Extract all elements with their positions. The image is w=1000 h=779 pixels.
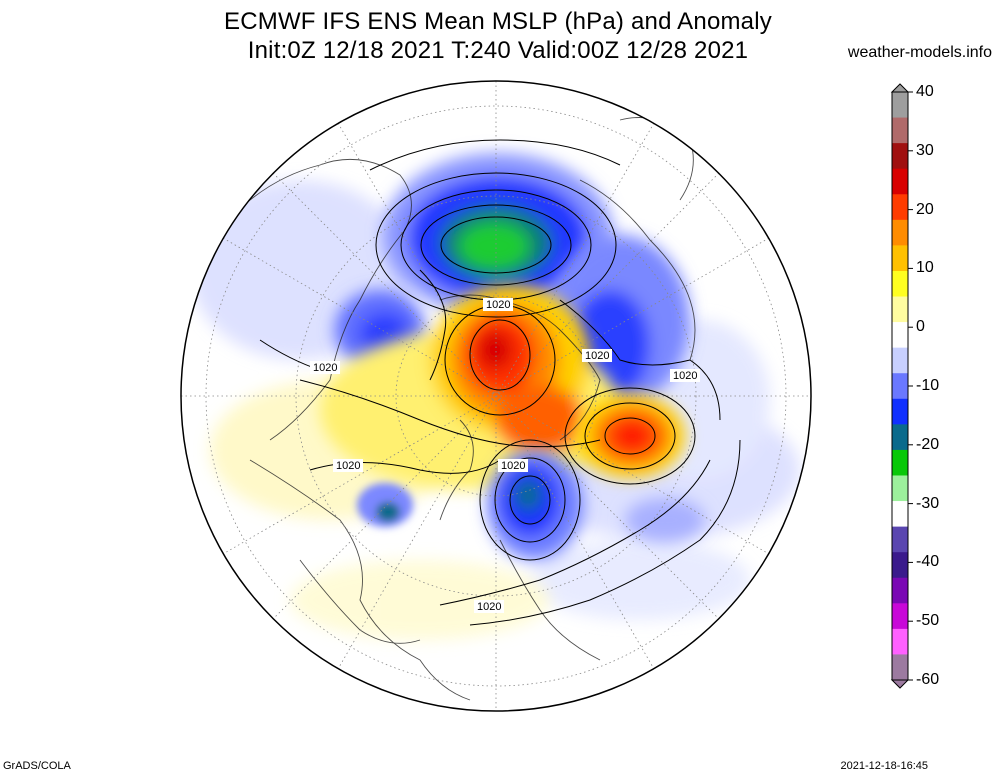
isobar-label: 1020 — [486, 299, 510, 311]
colorbar-segment — [892, 603, 908, 630]
colorbar-segment — [892, 245, 908, 272]
colorbar-segment — [892, 168, 908, 195]
negative-anomaly-arctic — [383, 153, 613, 317]
colorbar-segment — [892, 347, 908, 374]
negative-anomaly-asia — [487, 450, 583, 560]
colorbar-arrow-bottom — [890, 679, 910, 689]
colorbar-label: 0 — [916, 318, 925, 336]
colorbar-label: -30 — [916, 494, 940, 512]
colorbar — [890, 83, 913, 689]
software-credit: GrADS/COLA — [3, 760, 71, 772]
map-boundary — [180, 80, 812, 712]
colorbar-segment — [892, 92, 908, 119]
colorbar-segment — [892, 398, 908, 425]
colorbar-segment — [892, 654, 908, 681]
isobar-labels: 1020 1020 1020 1020 1020 1020 1020 — [310, 298, 700, 613]
isobar-label: 1020 — [501, 460, 525, 472]
anomaly-field — [181, 81, 811, 711]
graticule — [181, 81, 811, 711]
colorbar-segment — [892, 373, 908, 400]
colorbar-segment — [892, 322, 908, 349]
colorbar-segment — [892, 526, 908, 553]
colorbar-label: 10 — [916, 259, 934, 277]
negative-anomaly-na — [357, 483, 413, 527]
colorbar-label: -50 — [916, 612, 940, 630]
positive-anomaly-central — [320, 285, 620, 490]
isobar-label: 1020 — [313, 362, 337, 374]
map-subtitle: Init:0Z 12/18 2021 T:240 Valid:00Z 12/28… — [247, 37, 749, 64]
isobar-label: 1020 — [336, 460, 360, 472]
colorbar-segment — [892, 475, 908, 502]
colorbar-segment — [892, 143, 908, 170]
colorbar-segment — [892, 296, 908, 323]
colorbar-segment — [892, 552, 908, 579]
colorbar-segment — [892, 501, 908, 528]
colorbar-label: -20 — [916, 435, 940, 453]
source-label: weather-models.info — [847, 44, 992, 61]
colorbar-segment — [892, 449, 908, 476]
colorbar-label: 30 — [916, 141, 934, 159]
isobars — [259, 139, 741, 626]
colorbar-segment — [892, 577, 908, 604]
colorbar-label: 40 — [916, 83, 934, 100]
isobar-label: 1020 — [673, 370, 697, 382]
colorbar-label: -60 — [916, 671, 940, 688]
colorbar-segment — [892, 270, 908, 298]
colorbar-label: 20 — [916, 200, 934, 218]
colorbar-label: -40 — [916, 553, 940, 571]
colorbar-segment — [892, 219, 908, 246]
colorbar-arrow-top — [890, 83, 910, 93]
colorbar-segment — [892, 424, 908, 451]
colorbar-segment — [892, 628, 908, 655]
map-title: ECMWF IFS ENS Mean MSLP (hPa) and Anomal… — [224, 8, 772, 35]
colorbar-label: -10 — [916, 377, 940, 394]
isobar-label: 1020 — [477, 601, 501, 613]
isobar-label: 1020 — [585, 350, 609, 362]
colorbar-segment — [892, 194, 908, 221]
timestamp: 2021-12-18-16:45 — [840, 760, 928, 772]
colorbar-segment — [892, 117, 908, 144]
positive-anomaly-pacific — [575, 394, 685, 478]
